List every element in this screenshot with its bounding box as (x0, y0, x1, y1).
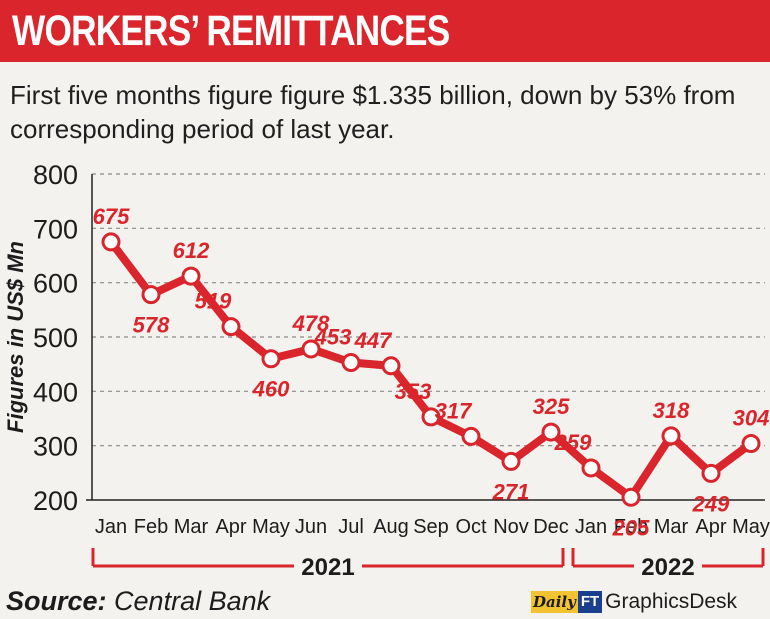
source-label: Source: (6, 586, 107, 616)
data-label: 578 (133, 313, 170, 338)
data-label: 675 (93, 204, 130, 229)
data-point (461, 426, 481, 446)
x-tick-label: Mar (654, 516, 689, 538)
data-point (301, 339, 321, 359)
data-point (341, 353, 361, 373)
y-tick-label: 600 (33, 269, 78, 299)
x-tick-label: May (732, 516, 770, 538)
title-banner: WORKERS’ REMITTANCES (0, 0, 770, 62)
x-tick-label: Dec (533, 516, 569, 538)
ft-logo: FT (577, 591, 603, 613)
x-tick-label: Jan (95, 516, 127, 538)
y-tick-label: 400 (33, 377, 78, 407)
data-label: 353 (395, 379, 432, 404)
data-point (581, 458, 601, 478)
data-point (621, 487, 641, 507)
data-point (141, 285, 161, 305)
daily-logo: Daily (531, 591, 578, 613)
x-tick-label: Feb (134, 516, 168, 538)
chart-subtitle: First five months figure figure $1.335 b… (10, 80, 736, 144)
data-point (661, 426, 681, 446)
data-point (221, 317, 241, 337)
x-tick-label: Apr (695, 516, 726, 538)
y-tick-label: 500 (33, 323, 78, 353)
x-tick-label: Nov (493, 516, 529, 538)
data-label: 249 (692, 491, 730, 516)
year-label: 2022 (641, 554, 694, 581)
data-point (101, 232, 121, 252)
x-tick-label: Jun (295, 516, 327, 538)
x-tick-label: Sep (413, 516, 449, 538)
x-tick-label: Jan (575, 516, 607, 538)
y-axis-label: Figures in US$ Mn (3, 241, 28, 433)
data-point (701, 463, 721, 483)
y-tick-label: 300 (33, 432, 78, 462)
graphics-desk-label: GraphicsDesk (605, 590, 738, 613)
data-label: 478 (292, 311, 330, 336)
source-value: Central Bank (114, 586, 271, 616)
y-tick-label: 200 (33, 486, 78, 516)
x-tick-label: Feb (614, 516, 648, 538)
data-label: 325 (533, 394, 570, 419)
data-point (381, 356, 401, 376)
data-point (181, 266, 201, 286)
x-tick-label: Aug (373, 516, 409, 538)
year-label: 2021 (301, 554, 354, 581)
source-note: Source: Central Bank (6, 586, 270, 616)
data-label: 205 (612, 515, 650, 540)
data-label: 453 (314, 325, 352, 350)
data-point (261, 349, 281, 369)
data-label: 271 (492, 479, 530, 504)
data-label: 317 (435, 398, 473, 423)
x-tick-label: Mar (174, 516, 209, 538)
data-label: 460 (252, 377, 290, 402)
data-point (741, 433, 761, 453)
x-tick-label: Apr (215, 516, 246, 538)
x-tick-label: Jul (338, 516, 364, 538)
data-point (421, 407, 441, 427)
data-label: 318 (653, 398, 690, 423)
y-tick-label: 800 (33, 160, 78, 190)
data-label: 519 (195, 289, 232, 314)
chart-title: WORKERS’ REMITTANCES (12, 7, 450, 55)
data-point (541, 422, 561, 442)
data-label: 447 (354, 328, 393, 353)
graphics-credit: Daily FT GraphicsDesk (531, 591, 737, 613)
y-tick-label: 700 (33, 214, 78, 244)
data-label: 304 (733, 405, 770, 430)
data-point (501, 451, 521, 471)
series-line (107, 237, 755, 502)
data-label: 612 (173, 238, 210, 263)
x-tick-label: May (252, 516, 290, 538)
data-label: 259 (554, 430, 592, 455)
x-tick-label: Oct (455, 516, 487, 538)
